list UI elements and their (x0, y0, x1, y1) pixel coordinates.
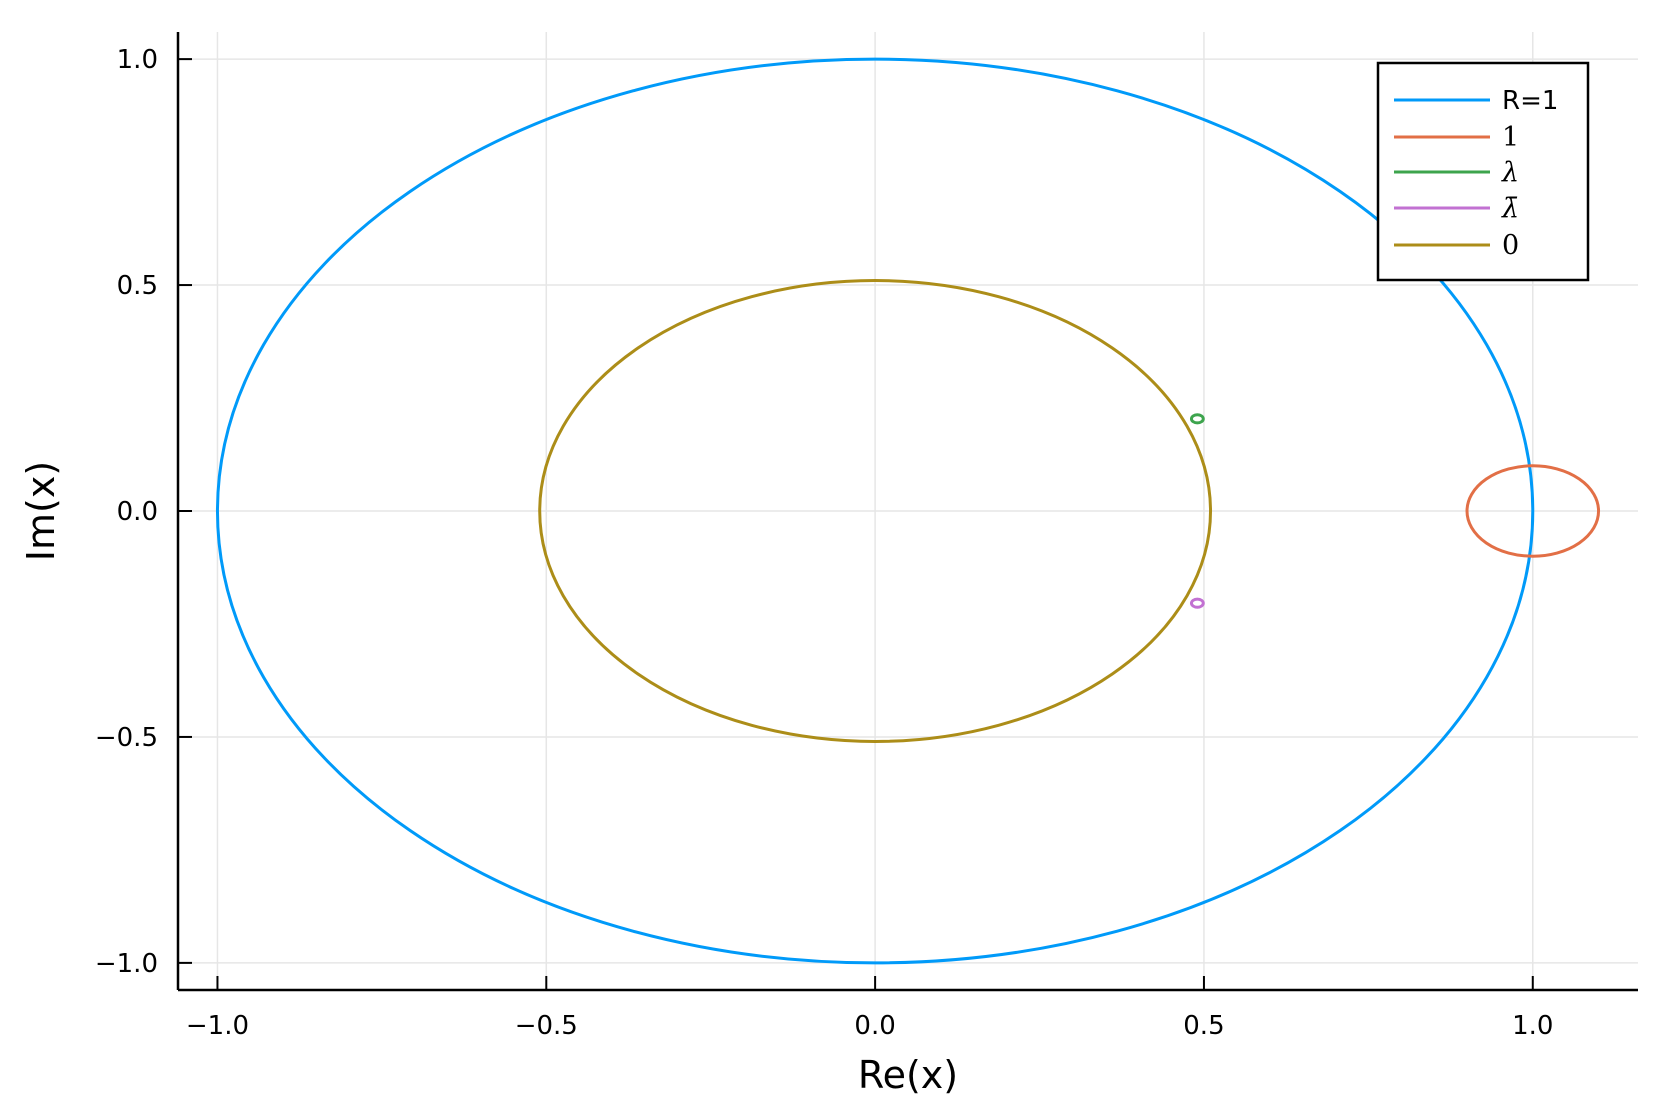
series-curve-0 (215, 57, 1535, 965)
x-axis-title: Re(x) (858, 1053, 958, 1097)
y-tick-label: −0.5 (95, 723, 158, 753)
y-tick-label: −1.0 (95, 949, 158, 979)
series-curves (215, 57, 1601, 965)
y-axis-title: Im(x) (19, 461, 63, 561)
legend-label-3: λ̄ (1501, 193, 1519, 224)
series-curve-2 (1189, 413, 1205, 425)
legend-label-2: λ (1501, 157, 1519, 188)
y-tick-label: 0.5 (117, 271, 158, 301)
x-tick-label: 1.0 (1512, 1011, 1553, 1041)
series-curve-4 (538, 279, 1213, 743)
x-tick-label: −0.5 (515, 1011, 578, 1041)
legend-label-4: 0 (1502, 230, 1519, 261)
series-curve-1 (1465, 464, 1601, 558)
y-tick-label: 0.0 (117, 497, 158, 527)
x-tick-label: 0.0 (854, 1011, 895, 1041)
tick-labels: −1.0 −0.5 0.0 0.5 1.0 −1.0 −0.5 0.0 0.5 1.0 (95, 45, 1554, 1041)
legend-label-0: R=1 (1502, 86, 1558, 116)
legend-label-1: 1 (1502, 122, 1519, 153)
legend: R=1 1 λ λ̄ 0 (1376, 61, 1590, 282)
x-tick-label: 0.5 (1183, 1011, 1224, 1041)
axes (176, 32, 1638, 992)
series-curve-3 (1189, 597, 1205, 609)
x-tick-label: −1.0 (186, 1011, 249, 1041)
y-tick-label: 1.0 (117, 45, 158, 75)
